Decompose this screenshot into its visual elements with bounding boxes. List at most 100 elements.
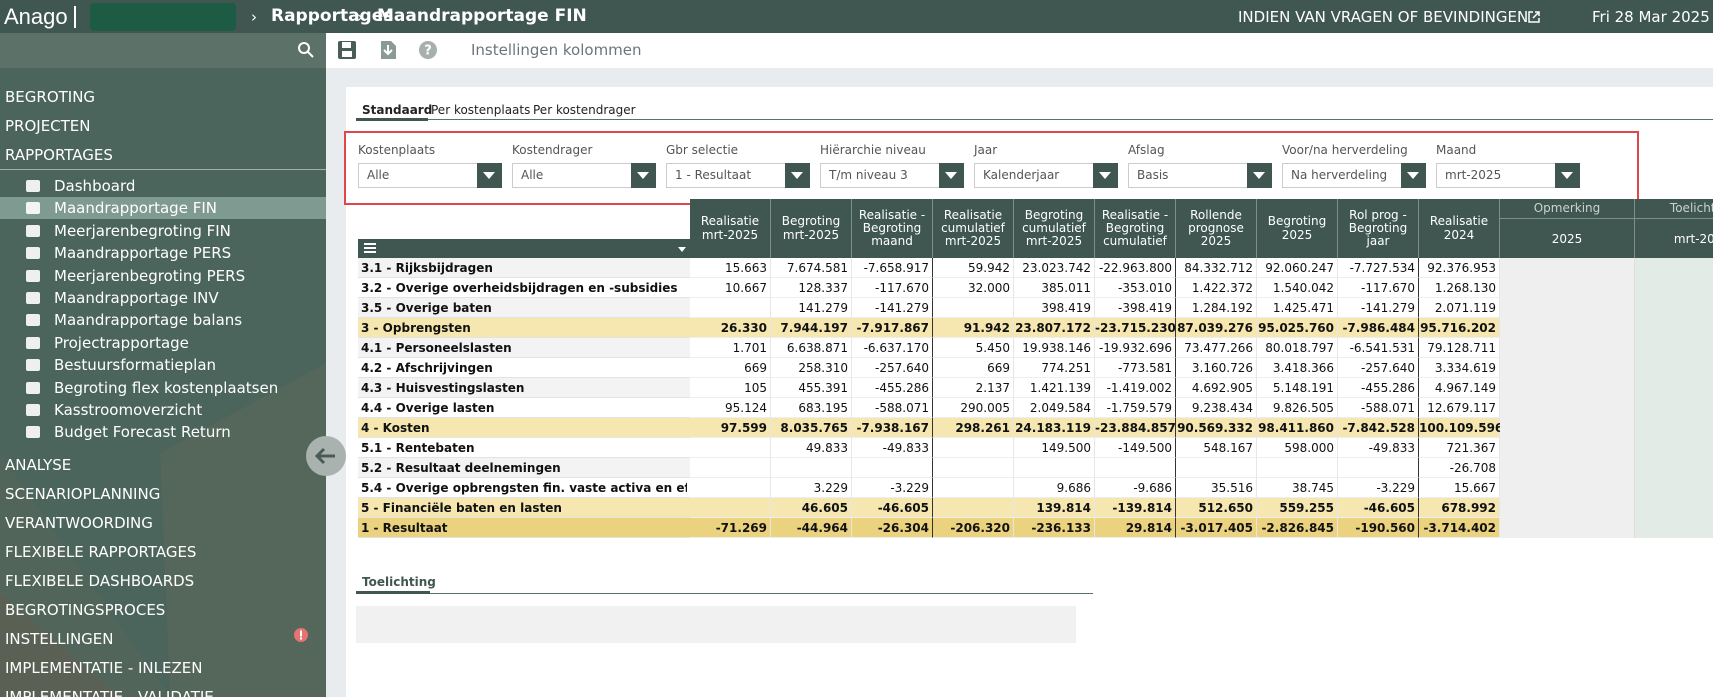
cell-value: 1.425.471 <box>1272 301 1334 315</box>
notes-tab[interactable]: Toelichting <box>362 575 436 589</box>
menu-item[interactable]: RAPPORTAGES <box>5 146 113 164</box>
menu-item[interactable]: BEGROTING <box>5 88 96 106</box>
date: Fri 28 Mar 2025 <box>1592 8 1710 26</box>
cell-value: 3.160.726 <box>1191 361 1253 375</box>
menu-item[interactable]: BEGROTINGSPROCES <box>5 600 166 619</box>
cell-value: 2.071.119 <box>1434 301 1496 315</box>
cell <box>1257 258 1338 278</box>
menu-divider <box>0 169 326 170</box>
tab-active-line <box>356 118 428 121</box>
cell <box>690 278 771 298</box>
submenu-item[interactable]: Maandrapportage INV <box>54 289 219 307</box>
cell-value: -257.640 <box>875 361 929 375</box>
cell <box>1338 258 1419 278</box>
menu-item[interactable]: IMPLEMENTATIE - INLEZEN <box>5 658 203 677</box>
tab[interactable]: Per kostenplaats <box>431 103 531 117</box>
cell-value: 10.667 <box>725 281 767 295</box>
submenu-item[interactable]: Maandrapportage PERS <box>54 244 232 263</box>
sidebar <box>0 33 326 697</box>
submenu-item[interactable]: Dashboard <box>54 177 136 195</box>
cell-value: 100.109.596 <box>1419 421 1504 435</box>
menu-item[interactable]: FLEXIBELE DASHBOARDS <box>5 571 195 590</box>
submenu-item[interactable]: Budget Forecast Return <box>54 423 231 442</box>
search-icon[interactable] <box>297 41 315 59</box>
submenu-bg <box>0 197 326 220</box>
submenu-item[interactable]: Bestuursformatieplan <box>54 356 217 375</box>
extra-column-subheader: mrt-2025 <box>1635 218 1713 258</box>
cell <box>690 438 771 458</box>
cell-value: 2.137 <box>975 381 1010 395</box>
submenu-item[interactable]: Kasstroomoverzicht <box>54 401 203 419</box>
extra-cell <box>1500 338 1635 358</box>
extra-cell <box>1635 518 1713 538</box>
filter-label: Kostenplaats <box>358 143 436 157</box>
extra-cell <box>1635 298 1713 318</box>
cell-value: -7.658.917 <box>863 261 929 275</box>
cell-value: 46.605 <box>801 501 848 515</box>
menu-item[interactable]: PROJECTEN <box>5 117 91 135</box>
filter-value: Alle <box>367 168 390 182</box>
extra-cell <box>1635 398 1713 418</box>
menu-item[interactable]: IMPLEMENTATIE - VALIDATIE <box>5 687 214 697</box>
submenu-item[interactable]: Maandrapportage FIN <box>54 199 217 218</box>
cell-value: -141.279 <box>875 301 929 315</box>
cell-value: -7.917.867 <box>856 321 929 335</box>
breadcrumb-separator: › <box>251 8 257 26</box>
cell-value: 598.000 <box>1284 441 1334 455</box>
cell-value: 15.663 <box>725 261 767 275</box>
menu-item[interactable]: VERANTWOORDING <box>5 513 153 532</box>
menu-item[interactable]: ANALYSE <box>5 455 72 474</box>
cell-value: 1.421.139 <box>1029 381 1091 395</box>
submenu-item[interactable]: Projectrapportage <box>54 333 189 352</box>
cell <box>933 378 1014 398</box>
tab[interactable]: Standaard <box>362 103 433 117</box>
external-link-icon[interactable] <box>1527 10 1541 24</box>
row-label-cell <box>358 418 690 438</box>
submenu-item[interactable]: Maandrapportage balans <box>54 311 243 330</box>
row-label: 3.2 - Overige overheidsbijdragen en -sub… <box>361 281 678 295</box>
cell <box>1095 318 1176 338</box>
cell <box>690 498 771 518</box>
cell <box>1095 438 1176 458</box>
cell <box>852 318 933 338</box>
submenu-icon <box>26 180 40 192</box>
logo[interactable]: Anago <box>4 4 68 29</box>
cell-value: -117.670 <box>875 281 929 295</box>
cell <box>1338 278 1419 298</box>
table-menu-icon[interactable] <box>364 243 376 253</box>
table-menu-caret <box>678 247 686 252</box>
submenu-icon <box>26 269 40 282</box>
settings-link[interactable]: Instellingen kolommen <box>471 41 642 59</box>
help-link[interactable]: INDIEN VAN VRAGEN OF BEVINDINGEN <box>1238 8 1529 26</box>
export-icon[interactable] <box>378 40 398 60</box>
submenu-item[interactable]: Meerjarenbegroting PERS <box>54 266 246 285</box>
submenu-item[interactable]: Begroting flex kostenplaatsen <box>54 378 279 397</box>
cell-value: 149.500 <box>1041 441 1091 455</box>
save-icon[interactable] <box>337 40 357 60</box>
cell <box>933 498 1014 518</box>
cell-value: -236.133 <box>1031 521 1091 535</box>
cell <box>1176 398 1257 418</box>
cell-value: 73.477.266 <box>1184 341 1253 355</box>
cell <box>852 498 933 518</box>
menu-item[interactable]: INSTELLINGEN <box>5 629 114 648</box>
submenu-icon <box>26 426 40 439</box>
breadcrumb[interactable]: Rapportages <box>271 6 394 26</box>
cell <box>1014 418 1095 438</box>
cell-value: 298.261 <box>955 421 1010 435</box>
cell <box>1419 398 1500 418</box>
help-icon[interactable]: ? <box>418 40 438 60</box>
cell <box>1014 378 1095 398</box>
cell <box>1257 358 1338 378</box>
submenu-item[interactable]: Meerjarenbegroting FIN <box>54 221 231 240</box>
row-label: 5.4 - Overige opbrengsten fin. vaste act… <box>361 481 687 495</box>
collapse-button[interactable] <box>304 434 348 478</box>
cell-value: 678.992 <box>1441 501 1496 515</box>
cell <box>690 258 771 278</box>
menu-item[interactable]: FLEXIBELE RAPPORTAGES <box>5 542 197 561</box>
cell <box>1257 498 1338 518</box>
cell-value: 1.701 <box>732 341 767 355</box>
tab[interactable]: Per kostendrager <box>533 103 636 117</box>
submenu-icon <box>26 359 40 372</box>
menu-item[interactable]: SCENARIOPLANNING <box>5 484 161 503</box>
